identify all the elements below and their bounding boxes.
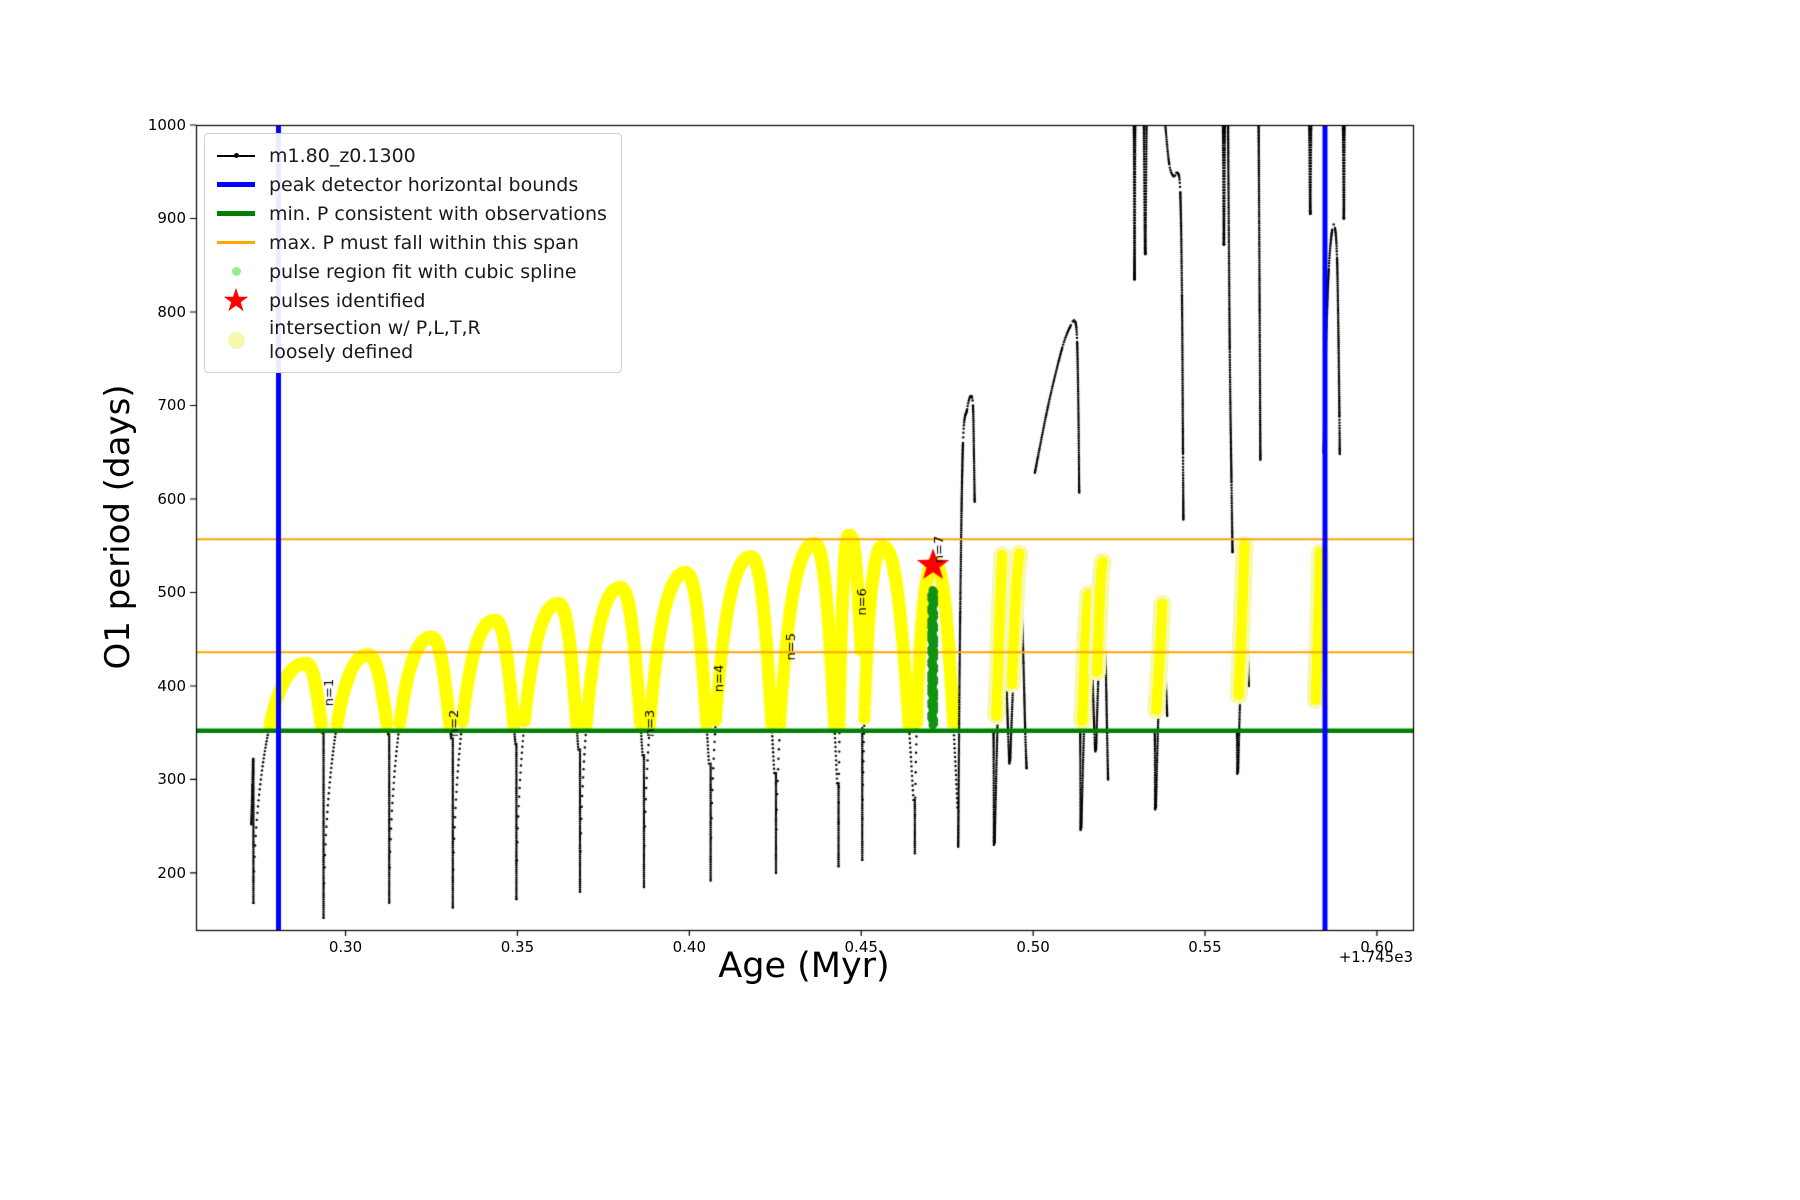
- legend-item: min. P consistent with observations: [213, 200, 607, 227]
- lightgreen-dot-icon: [213, 258, 259, 285]
- legend-item: ★ pulses identified: [213, 281, 607, 319]
- x-axis-label: Age (Myr): [718, 946, 890, 986]
- red-star-icon: ★: [221, 281, 251, 319]
- x-tick: 0.45: [844, 938, 878, 956]
- y-tick: 400: [157, 676, 186, 695]
- y-tick: 300: [157, 770, 186, 789]
- legend-label: min. P consistent with observations: [269, 202, 607, 225]
- green-thick-line-icon: [213, 200, 259, 227]
- legend-label: m1.80_z0.1300: [269, 144, 416, 167]
- legend-item: pulse region fit with cubic spline: [213, 258, 607, 285]
- y-tick: 800: [157, 302, 186, 321]
- x-tick: 0.55: [1188, 938, 1222, 956]
- legend-item: max. P must fall within this span: [213, 229, 607, 256]
- y-tick: 200: [157, 863, 186, 882]
- y-tick: 600: [157, 489, 186, 508]
- legend-label: pulse region fit with cubic spline: [269, 260, 577, 283]
- y-tick: 1000: [147, 116, 186, 134]
- x-tick: 0.30: [328, 938, 363, 956]
- x-tick: 0.40: [672, 938, 707, 956]
- x-axis-offset: +1.745e3: [1338, 948, 1413, 966]
- paleyellow-dot-icon: [213, 327, 259, 354]
- legend-item: intersection w/ P,L,T,R loosely defined: [213, 316, 607, 364]
- y-tick: 500: [157, 583, 186, 602]
- legend-item: peak detector horizontal bounds: [213, 171, 607, 198]
- y-tick: 700: [157, 396, 186, 415]
- x-tick: 0.50: [1016, 938, 1050, 956]
- black-line-dot-icon: [213, 142, 259, 169]
- y-tick: 900: [157, 209, 186, 228]
- legend-label: max. P must fall within this span: [269, 231, 579, 254]
- legend-label: intersection w/ P,L,T,R loosely defined: [269, 317, 481, 363]
- x-tick: 0.35: [500, 938, 535, 956]
- blue-thick-line-icon: [213, 171, 259, 198]
- y-axis-label: O1 period (days): [98, 384, 138, 670]
- x-tick: 0.60: [1360, 938, 1394, 956]
- legend-label: peak detector horizontal bounds: [269, 173, 579, 196]
- orange-line-icon: [213, 229, 259, 256]
- legend-item: m1.80_z0.1300: [213, 142, 607, 169]
- legend-label: pulses identified: [269, 289, 426, 312]
